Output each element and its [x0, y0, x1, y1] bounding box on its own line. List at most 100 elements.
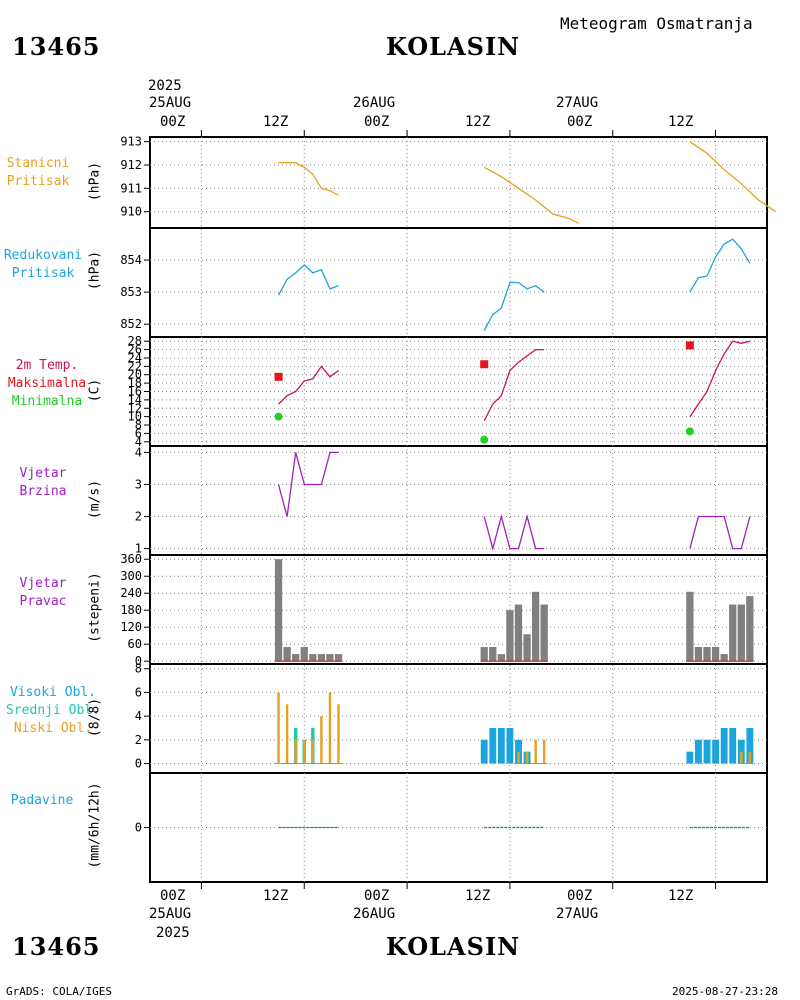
- y-tick-label: 16: [128, 385, 142, 399]
- station-id-top: 13465: [12, 32, 101, 61]
- temp-max-marker: [685, 341, 694, 350]
- y-tick-label: 4: [135, 709, 142, 723]
- y-tick-label: 22: [128, 359, 142, 373]
- wind-direction-bar: [514, 604, 523, 662]
- bottom-axis-day-26aug: 26AUG: [353, 906, 396, 922]
- bottom-axis-year: 2025: [156, 925, 190, 941]
- wind-direction-bar: [317, 654, 326, 662]
- station-pressure-line: [689, 141, 776, 213]
- y-tick-label: 240: [120, 586, 142, 600]
- label-temp-min: Minimalna: [11, 394, 83, 409]
- label-precipitation: Padavine: [0, 792, 90, 810]
- wind-direction-bar: [729, 604, 737, 662]
- cloud-low-bar: [517, 751, 520, 764]
- bottom-axis-hour-00z-27: 00Z: [567, 888, 593, 904]
- label-wind-speed-line2: Brzina: [19, 484, 67, 499]
- station-name-top: KOLASIN: [386, 32, 521, 61]
- y-tick-label: 1: [135, 542, 142, 556]
- wind-direction-bar: [334, 654, 343, 662]
- label-clouds-low: Niski Obl.: [13, 721, 93, 736]
- top-axis-hour-00z-26: 00Z: [364, 114, 390, 130]
- wind-direction-bar: [737, 604, 745, 662]
- y-tick-label: 852: [120, 317, 142, 331]
- temperature-line: [278, 365, 339, 405]
- top-axis-hour-00z-25: 00Z: [160, 114, 186, 130]
- y-tick-label: 12: [128, 401, 142, 415]
- station-name-bottom: KOLASIN: [386, 932, 521, 961]
- y-tick-label: 8: [135, 662, 142, 676]
- y-tick-label: 2: [135, 510, 142, 524]
- y-tick-label: 180: [120, 603, 142, 617]
- wind-direction-bar: [720, 654, 728, 662]
- top-axis-hour-00z-27: 00Z: [567, 114, 593, 130]
- footer-timestamp: 2025-08-27-23:28: [672, 985, 778, 998]
- temp-min-marker: [480, 435, 489, 444]
- y-tick-label: 28: [128, 334, 142, 348]
- wind-direction-bar: [326, 654, 334, 662]
- wind-direction-bar: [686, 591, 694, 662]
- wind-direction-bar: [497, 654, 505, 662]
- wind-speed-line: [277, 451, 339, 517]
- top-axis-hour-12z-25: 12Z: [263, 114, 289, 130]
- label-reduced-pressure-line2: Pritisak: [11, 266, 75, 281]
- label-wind-dir-line2: Pravac: [19, 594, 67, 609]
- cloud-high-bar: [729, 727, 737, 764]
- cloud-low-bar: [337, 704, 340, 764]
- y-tick-label: 912: [120, 158, 142, 172]
- label-station-pressure-line1: Stanicni: [6, 156, 70, 171]
- reduced-pressure-line: [689, 238, 751, 293]
- wind-direction-bar: [300, 647, 308, 662]
- y-tick-label: 4: [135, 445, 142, 459]
- wind-direction-bar: [523, 634, 531, 662]
- label-temperature: 2m Temp. Maksimalna Minimalna: [0, 357, 95, 411]
- cloud-high-bar: [506, 727, 514, 764]
- reduced-pressure-line: [277, 264, 339, 296]
- wind-direction-bar: [274, 559, 283, 662]
- top-axis-day-26aug: 26AUG: [353, 95, 396, 111]
- y-tick-label: 8: [135, 418, 142, 432]
- wind-direction-bar: [703, 647, 711, 662]
- temp-max-marker: [480, 360, 489, 369]
- bottom-axis-day-27aug: 27AUG: [556, 906, 599, 922]
- bottom-axis-hour-12z-25: 12Z: [263, 888, 289, 904]
- cloud-low-bar: [748, 751, 752, 764]
- y-tick-label: 10: [128, 410, 142, 424]
- bottom-axis-hour-00z-25: 00Z: [160, 888, 186, 904]
- y-tick-label: 4: [135, 435, 142, 449]
- meteogram-title: Meteogram Osmatranja: [560, 14, 753, 33]
- wind-direction-bar: [540, 604, 548, 662]
- y-tick-label: 853: [120, 285, 142, 299]
- wind-direction-bar: [489, 647, 497, 662]
- temp-min-marker: [274, 412, 283, 421]
- wind-direction-bar: [531, 591, 540, 662]
- cloud-high-bar: [720, 727, 728, 764]
- cloud-high-bar: [712, 739, 720, 764]
- label-reduced-pressure-line1: Redukovani: [3, 248, 83, 263]
- y-tick-label: 120: [120, 620, 142, 634]
- label-wind-dir-line1: Vjetar: [19, 576, 67, 591]
- wind-direction-bar: [292, 654, 300, 662]
- wind-direction-bar: [746, 596, 754, 662]
- wind-direction-bar: [283, 647, 291, 662]
- cloud-low-bar: [328, 692, 332, 764]
- y-tick-label: 300: [120, 569, 142, 583]
- cloud-low-bar: [320, 716, 323, 764]
- y-tick-label: 60: [128, 637, 142, 651]
- label-wind-direction: Vjetar Pravac: [0, 575, 91, 611]
- temp-min-marker: [685, 427, 694, 436]
- cloud-low-bar: [294, 739, 297, 764]
- wind-speed-line: [689, 515, 751, 550]
- cloud-low-bar: [277, 692, 280, 764]
- wind-direction-bar: [711, 647, 720, 662]
- label-reduced-pressure: Redukovani Pritisak: [0, 247, 91, 283]
- cloud-high-bar: [489, 727, 497, 764]
- cloud-low-bar: [534, 739, 537, 764]
- y-tick-label: 360: [120, 552, 142, 566]
- y-tick-label: 6: [135, 426, 142, 440]
- wind-direction-bar: [480, 647, 488, 662]
- label-wind-speed-line1: Vjetar: [19, 466, 67, 481]
- cloud-low-bar: [311, 739, 315, 764]
- label-clouds-middle: Srednji Obl.: [6, 703, 100, 718]
- station-id-bottom: 13465: [12, 932, 101, 961]
